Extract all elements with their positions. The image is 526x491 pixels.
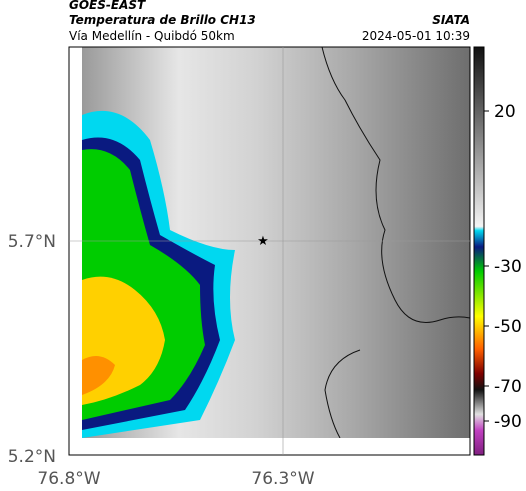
y-tick-label: 5.2°N (8, 447, 56, 467)
x-tick-label: 76.8°W (37, 469, 100, 489)
colorbar-ticks (484, 110, 489, 422)
boundary (324, 349, 361, 439)
datetime: 2024-05-01 10:39 (362, 29, 470, 43)
blank-strip (69, 47, 82, 438)
credit: SIATA (432, 13, 470, 27)
y-tick-label: 5.7°N (8, 232, 56, 252)
colorbar-label: 20 (494, 102, 516, 122)
location-star: ★ (257, 234, 269, 249)
satellite-image (82, 46, 471, 439)
colorbar-label: -50 (494, 317, 522, 337)
title: Temperatura de Brillo CH13 (69, 13, 256, 27)
map-frame (68, 46, 471, 456)
colorbar-label: -30 (494, 257, 522, 277)
source: GOES-EAST (69, 0, 146, 12)
colorbar (473, 46, 485, 456)
blank-strip (69, 438, 470, 455)
x-tick-label: 76.3°W (251, 469, 314, 489)
cloud-orange (82, 356, 115, 395)
colorbar-label: -70 (494, 377, 522, 397)
subtitle: Vía Medellín - Quibdó 50km (69, 29, 235, 43)
boundary (321, 46, 471, 323)
colorbar-label: -90 (494, 412, 522, 432)
